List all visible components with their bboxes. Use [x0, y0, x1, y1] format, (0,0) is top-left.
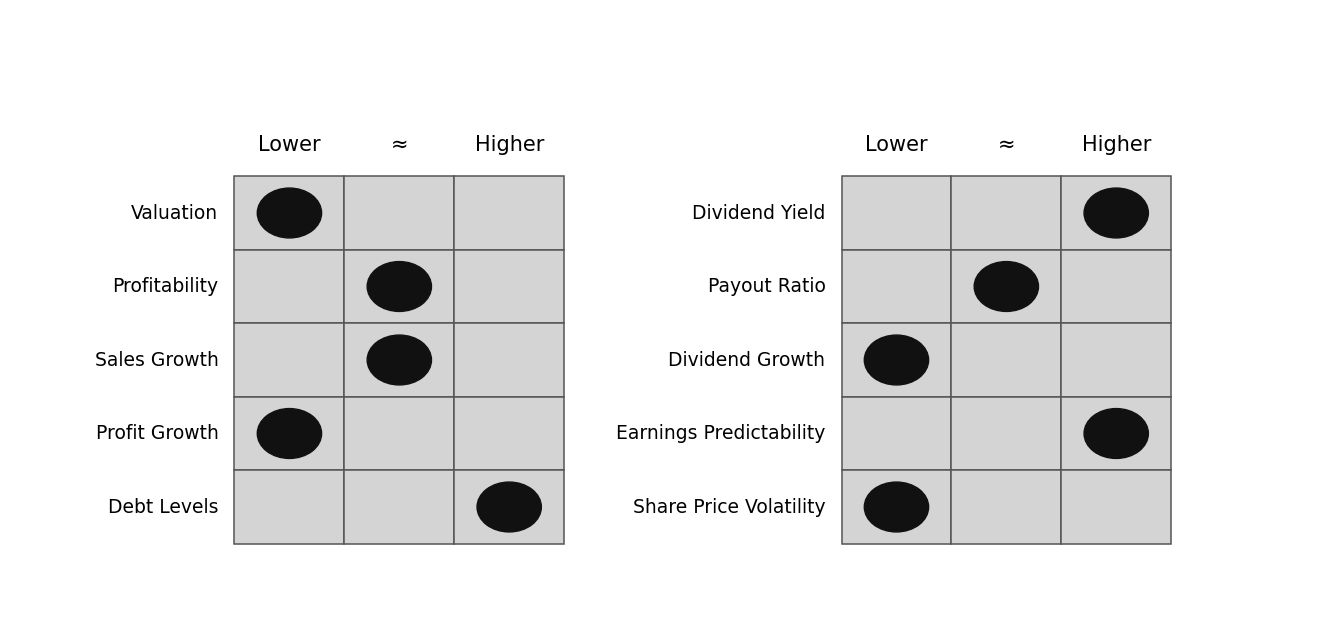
Bar — [1061, 323, 1171, 397]
Ellipse shape — [257, 188, 322, 238]
Bar — [454, 250, 564, 323]
Bar — [1061, 397, 1171, 470]
Bar — [344, 397, 454, 470]
Bar — [234, 470, 344, 544]
Text: Share Price Volatility: Share Price Volatility — [632, 498, 825, 516]
Bar — [454, 470, 564, 544]
Ellipse shape — [367, 261, 431, 311]
Text: Higher: Higher — [474, 135, 544, 155]
Text: ≈: ≈ — [390, 135, 409, 155]
Bar — [234, 176, 344, 250]
Text: ≈: ≈ — [997, 135, 1016, 155]
Bar — [842, 176, 951, 250]
Text: Profit Growth: Profit Growth — [95, 424, 218, 443]
Ellipse shape — [864, 335, 929, 385]
Bar — [234, 397, 344, 470]
Bar — [1061, 470, 1171, 544]
Bar — [344, 323, 454, 397]
Bar — [842, 250, 951, 323]
Bar — [1061, 176, 1171, 250]
Bar — [344, 470, 454, 544]
Bar — [344, 250, 454, 323]
Text: Sales Growth: Sales Growth — [95, 351, 218, 369]
Ellipse shape — [1084, 409, 1148, 459]
Bar — [842, 470, 951, 544]
Text: Debt Levels: Debt Levels — [109, 498, 218, 516]
Bar — [842, 323, 951, 397]
Bar — [842, 397, 951, 470]
Bar — [454, 323, 564, 397]
Ellipse shape — [367, 335, 431, 385]
Text: Sector Characteristics versus Market: Sector Characteristics versus Market — [29, 31, 665, 60]
Ellipse shape — [257, 409, 322, 459]
Bar — [234, 323, 344, 397]
Bar — [951, 397, 1061, 470]
Text: Dividend Growth: Dividend Growth — [669, 351, 825, 369]
Ellipse shape — [974, 261, 1038, 311]
Text: Profitability: Profitability — [113, 277, 218, 296]
Text: Valuation: Valuation — [131, 204, 218, 222]
Bar — [344, 176, 454, 250]
Bar — [454, 176, 564, 250]
Bar — [454, 397, 564, 470]
Text: Dividend Yield: Dividend Yield — [691, 204, 825, 222]
Text: Lower: Lower — [866, 135, 927, 155]
Text: Lower: Lower — [259, 135, 320, 155]
Ellipse shape — [864, 482, 929, 532]
Text: Payout Ratio: Payout Ratio — [708, 277, 825, 296]
Ellipse shape — [477, 482, 541, 532]
Bar — [951, 176, 1061, 250]
Bar — [951, 250, 1061, 323]
Bar — [234, 250, 344, 323]
Text: Earnings Predictability: Earnings Predictability — [616, 424, 825, 443]
Text: Higher: Higher — [1081, 135, 1151, 155]
Ellipse shape — [1084, 188, 1148, 238]
Bar — [951, 470, 1061, 544]
Bar — [951, 323, 1061, 397]
Bar — [1061, 250, 1171, 323]
